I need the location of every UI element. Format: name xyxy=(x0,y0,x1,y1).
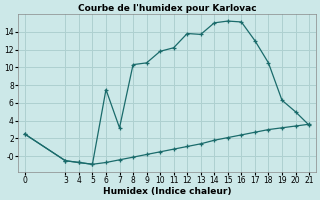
Title: Courbe de l'humidex pour Karlovac: Courbe de l'humidex pour Karlovac xyxy=(77,4,256,13)
X-axis label: Humidex (Indice chaleur): Humidex (Indice chaleur) xyxy=(103,187,231,196)
